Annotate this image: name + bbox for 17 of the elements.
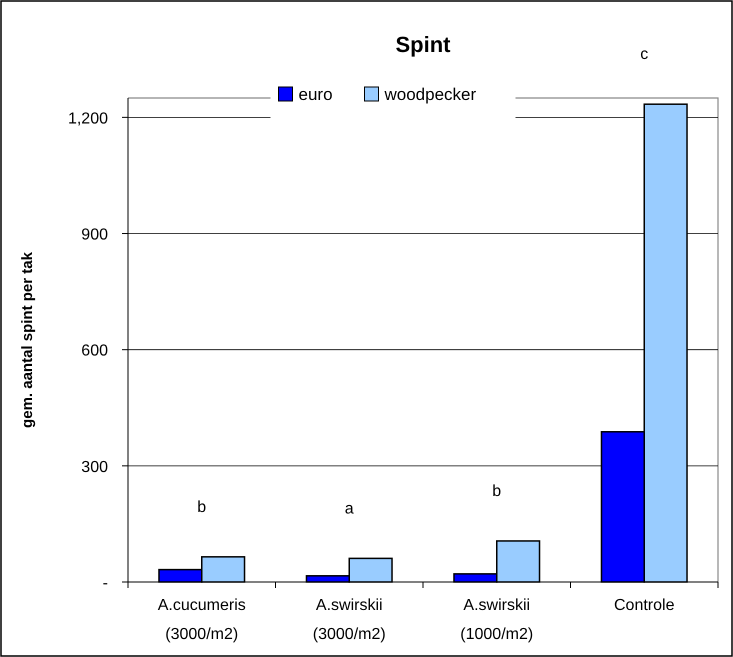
chart-title: Spint — [396, 32, 452, 57]
x-tick-label: Controle — [614, 597, 675, 614]
x-tick-label: A.swirskii (3000/m2) — [312, 597, 386, 643]
text: c — [640, 46, 648, 64]
legend-label: woodpecker — [384, 85, 477, 104]
annotation: a — [344, 500, 354, 518]
y-tick-label: 600 — [81, 342, 108, 360]
y-tick-label: - — [102, 575, 108, 592]
x-tick-label: A.cucumeris (3000/m2) — [158, 597, 246, 643]
y-tick-label: 300 — [81, 458, 108, 476]
y-axis-title: gem. aantal spint per tak — [19, 251, 36, 428]
y-tick-label: 900 — [81, 226, 108, 244]
legend-label: euro — [298, 85, 333, 104]
y-tick-label: 1,200 — [68, 110, 108, 128]
x-tick-label: A.swirskii (1000/m2) — [460, 597, 534, 643]
annotation: b — [492, 482, 502, 500]
annotation: b — [197, 498, 206, 516]
